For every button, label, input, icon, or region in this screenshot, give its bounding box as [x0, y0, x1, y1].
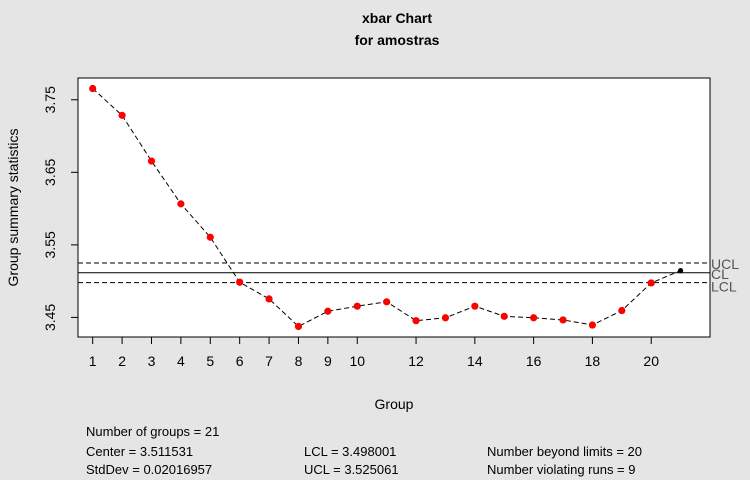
beyond-limit-point — [265, 295, 273, 303]
x-tick-label: 9 — [324, 353, 332, 369]
beyond-limit-point — [353, 302, 361, 310]
x-tick-label: 12 — [408, 353, 424, 369]
violating-runs-text: Number violating runs = 9 — [487, 462, 636, 477]
data-point — [678, 268, 684, 274]
beyond-limit-point — [177, 200, 185, 208]
x-tick-label: 8 — [295, 353, 303, 369]
beyond-limit-point — [206, 233, 214, 241]
beyond-limit-point — [89, 84, 97, 93]
beyond-limits-text: Number beyond limits = 20 — [487, 444, 642, 459]
beyond-limit-point — [441, 314, 450, 322]
x-tick-label: 16 — [526, 353, 542, 369]
x-tick-label: 7 — [265, 353, 273, 369]
lcl-value-text: LCL = 3.498001 — [304, 444, 397, 459]
center-value-text: Center = 3.511531 — [86, 444, 194, 459]
beyond-limit-point — [618, 306, 626, 315]
beyond-limit-point — [588, 321, 597, 329]
x-tick-label: 20 — [643, 353, 659, 369]
x-tick-label: 6 — [236, 353, 244, 369]
xbar-chart: xbar Chart for amostras Group Group summary… — [5, 10, 739, 412]
beyond-limit-point — [530, 314, 538, 322]
stddev-value-text: StdDev = 0.02016957 — [86, 462, 213, 477]
x-tick-label: 18 — [585, 353, 601, 369]
beyond-limit-point — [559, 316, 567, 324]
beyond-limit-point — [236, 278, 244, 286]
chart-subtitle: for amostras — [355, 32, 440, 48]
x-tick-label: 14 — [467, 353, 483, 369]
plot-panel — [77, 77, 711, 338]
x-tick-label: 1 — [89, 353, 97, 369]
y-tick-label: 3.55 — [42, 231, 58, 258]
ucl-value-text: UCL = 3.525061 — [304, 462, 399, 477]
ucl-label: UCL — [711, 256, 739, 272]
cl-label: CL — [711, 266, 729, 282]
beyond-limit-point — [647, 279, 655, 287]
x-tick-label: 4 — [177, 353, 185, 369]
beyond-limit-point — [383, 298, 391, 306]
beyond-limit-point — [412, 317, 420, 325]
x-tick-label: 10 — [349, 353, 365, 369]
beyond-limit-point — [118, 111, 126, 119]
chart-title: xbar Chart — [362, 10, 432, 26]
x-tick-label: 3 — [148, 353, 156, 369]
beyond-limit-point — [147, 157, 156, 165]
beyond-limit-point — [324, 307, 332, 315]
number-of-groups-text: Number of groups = 21 — [86, 424, 220, 439]
beyond-limit-point — [500, 312, 508, 320]
beyond-limit-point — [471, 302, 479, 310]
x-axis-label: Group — [375, 396, 414, 412]
y-tick-label: 3.75 — [42, 86, 58, 113]
y-tick-label: 3.45 — [42, 304, 58, 331]
y-tick-label: 3.65 — [42, 158, 58, 185]
x-tick-label: 2 — [118, 353, 126, 369]
y-axis-label: Group summary statistics — [5, 129, 21, 287]
lcl-label: LCL — [711, 279, 737, 295]
x-tick-label: 5 — [206, 353, 214, 369]
beyond-limit-point — [294, 322, 303, 331]
